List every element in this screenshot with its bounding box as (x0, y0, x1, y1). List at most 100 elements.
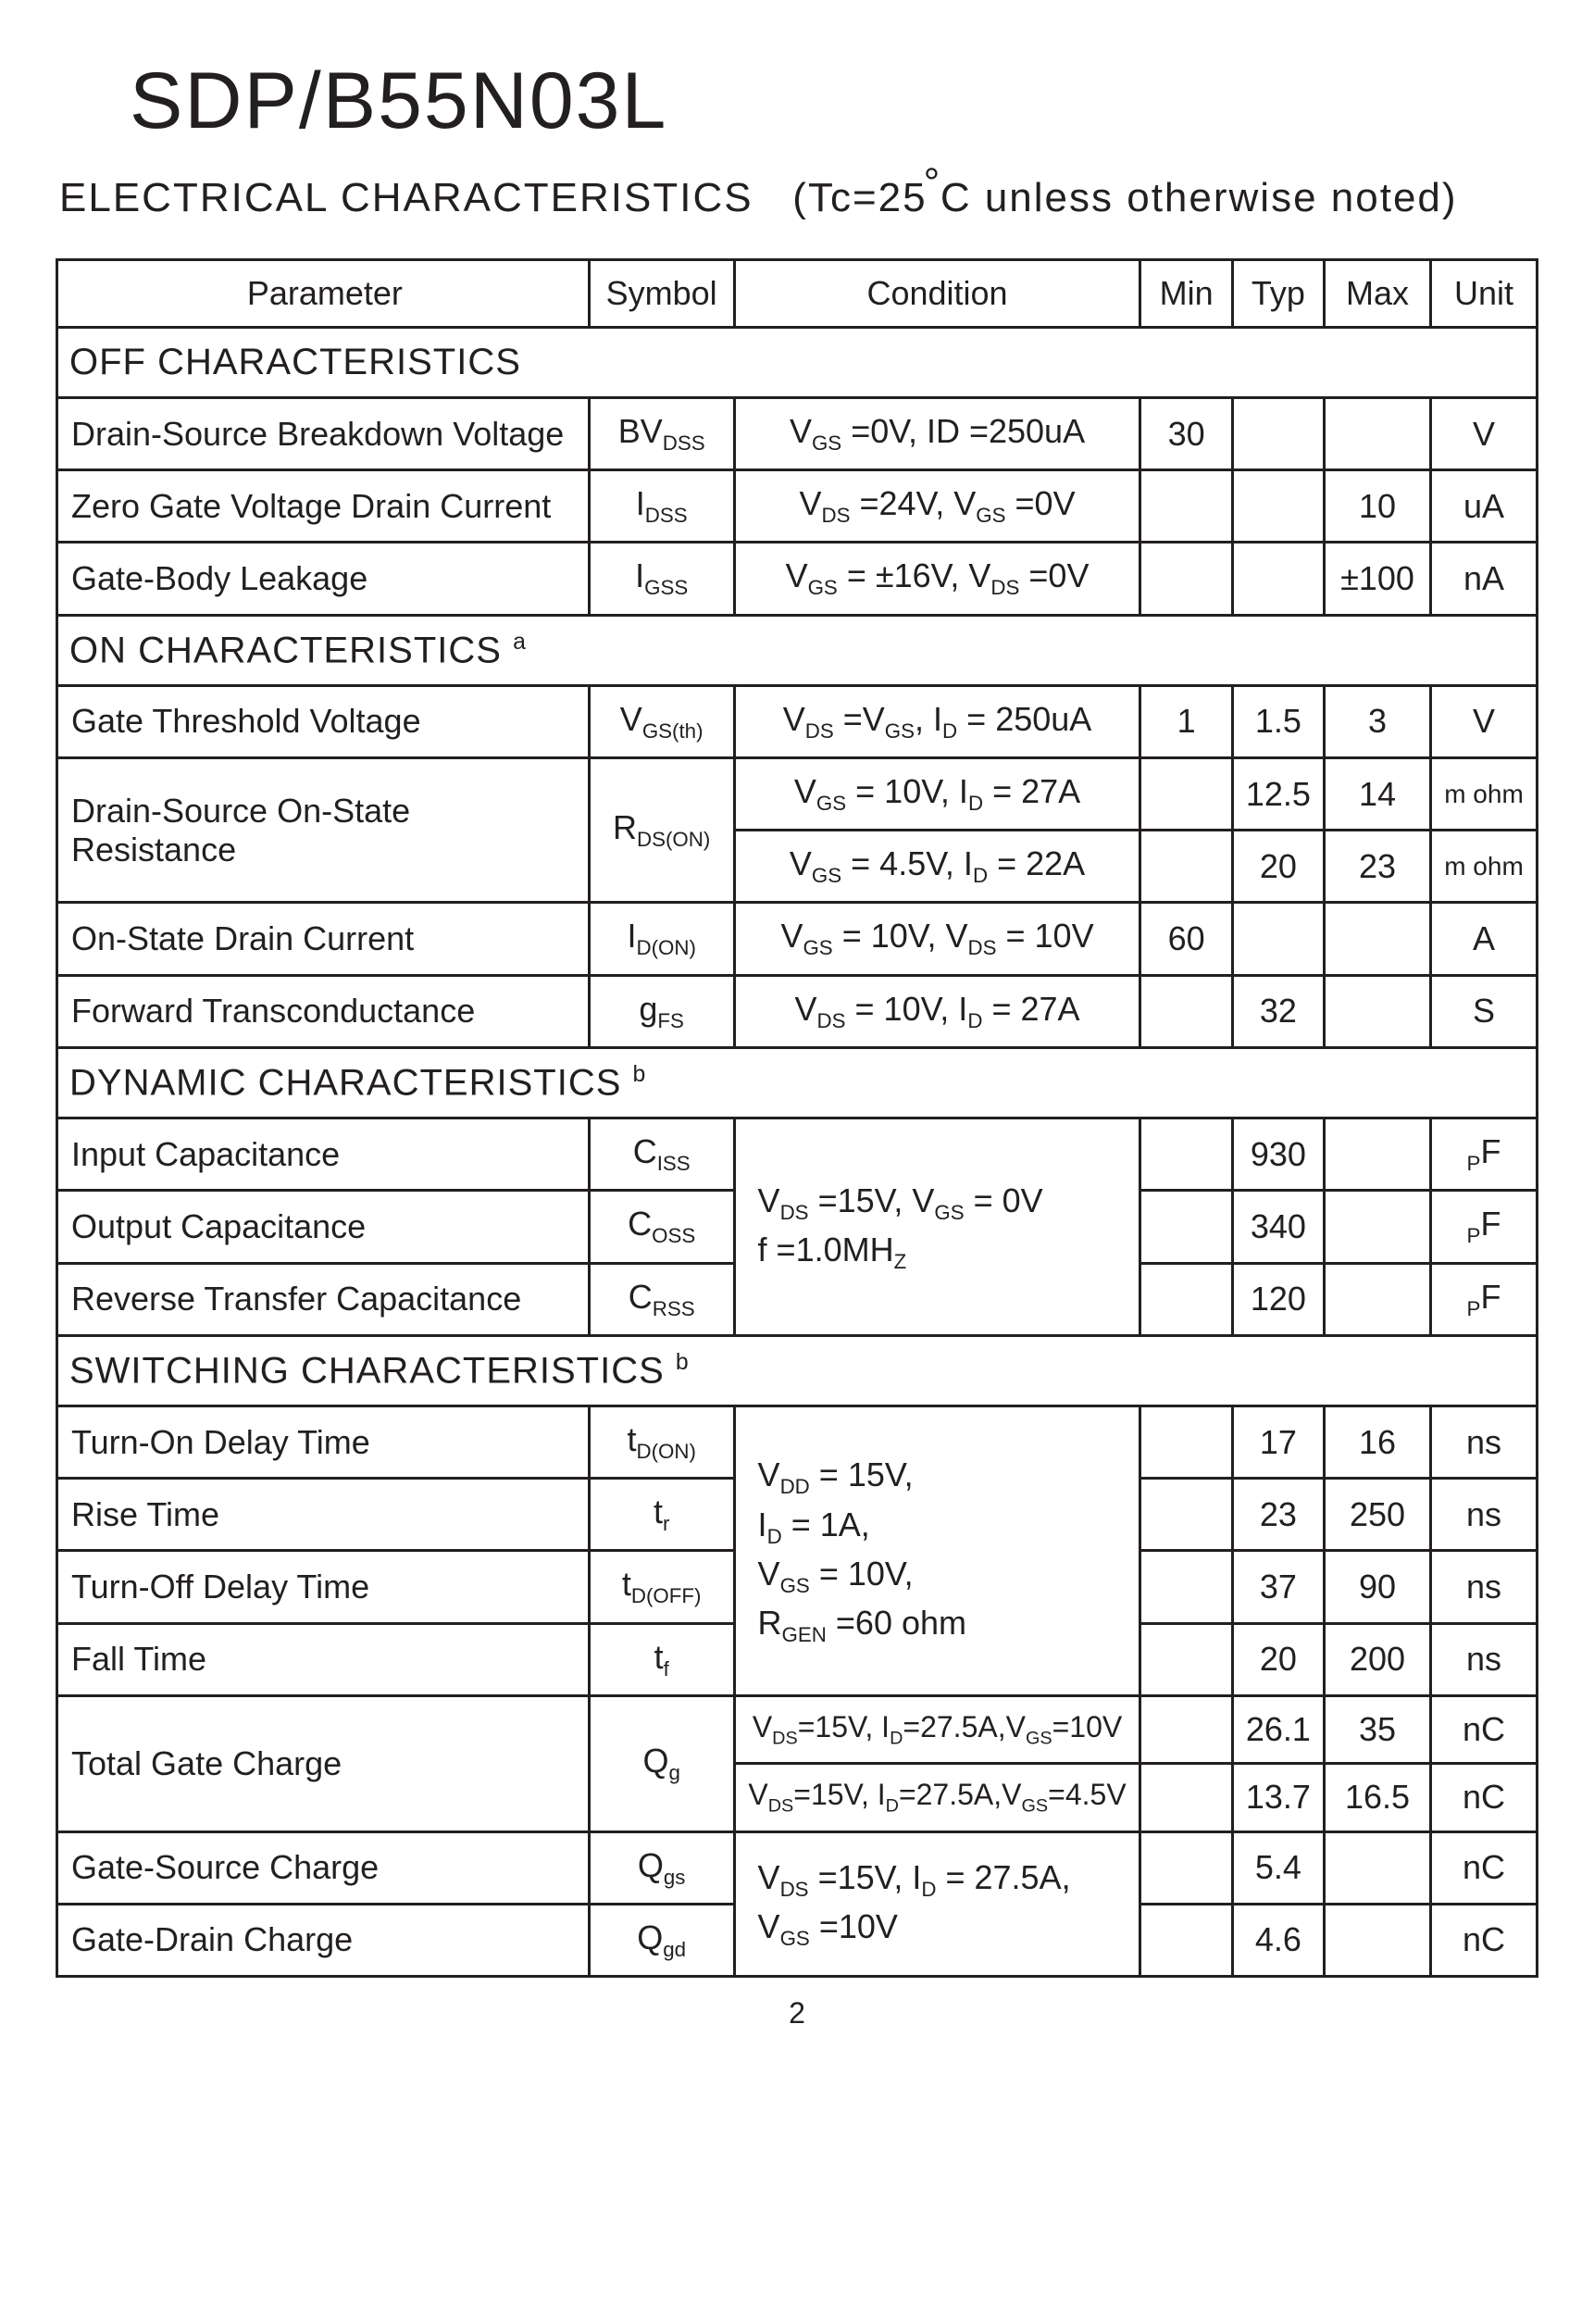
cell-max: ±100 (1325, 543, 1431, 615)
cell-symbol: ID(ON) (589, 903, 734, 975)
cell-param: Turn-On Delay Time (57, 1406, 590, 1479)
cell-min (1140, 975, 1232, 1047)
cell-min (1140, 1406, 1232, 1479)
th-parameter: Parameter (57, 260, 590, 328)
cell-max: 10 (1325, 470, 1431, 543)
cell-typ: 12.5 (1232, 758, 1324, 831)
cell-max: 35 (1325, 1695, 1431, 1763)
cell-max: 14 (1325, 758, 1431, 831)
cell-unit: ns (1431, 1551, 1538, 1623)
cell-typ: 23 (1232, 1479, 1324, 1551)
th-min: Min (1140, 260, 1232, 328)
cell-unit: PF (1431, 1118, 1538, 1191)
cell-unit: PF (1431, 1263, 1538, 1335)
section-on: ON CHARACTERISTICS a (57, 615, 1538, 685)
cell-min: 30 (1140, 398, 1232, 470)
cell-symbol: IGSS (589, 543, 734, 615)
cell-max: 16.5 (1325, 1764, 1431, 1831)
cell-max (1325, 903, 1431, 975)
cell-min (1140, 1623, 1232, 1695)
cell-symbol: gFS (589, 975, 734, 1047)
table-row: Gate Threshold Voltage VGS(th) VDS =VGS,… (57, 685, 1538, 757)
section-sw: SWITCHING CHARACTERISTICS b (57, 1335, 1538, 1406)
cell-typ: 4.6 (1232, 1904, 1324, 1976)
cell-min (1140, 1904, 1232, 1976)
cell-cond: VDD = 15V,ID = 1A,VGS = 10V,RGEN =60 ohm (734, 1406, 1140, 1696)
cell-unit: A (1431, 903, 1538, 975)
cell-min: 60 (1140, 903, 1232, 975)
cell-typ (1232, 470, 1324, 543)
cell-max (1325, 1191, 1431, 1263)
cell-max: 90 (1325, 1551, 1431, 1623)
cell-max (1325, 398, 1431, 470)
cell-param: Total Gate Charge (57, 1695, 590, 1831)
section-dyn: DYNAMIC CHARACTERISTICS b (57, 1047, 1538, 1118)
subtitle-cond: (Tc=25 (792, 175, 927, 220)
section-off-label: OFF CHARACTERISTICS (57, 328, 1538, 398)
cell-param: Reverse Transfer Capacitance (57, 1263, 590, 1335)
page-title: SDP/B55N03L (130, 56, 1538, 147)
cell-max: 23 (1325, 831, 1431, 903)
cell-symbol: RDS(ON) (589, 758, 734, 903)
cell-typ: 37 (1232, 1551, 1324, 1623)
cell-param: Gate-Body Leakage (57, 543, 590, 615)
cell-param: Rise Time (57, 1479, 590, 1551)
cell-unit: V (1431, 685, 1538, 757)
cell-symbol: Qgs (589, 1831, 734, 1904)
section-sw-label: SWITCHING CHARACTERISTICS b (57, 1335, 1538, 1406)
cell-max (1325, 1263, 1431, 1335)
table-row: Drain-Source On-State Resistance RDS(ON)… (57, 758, 1538, 831)
table-header-row: Parameter Symbol Condition Min Typ Max U… (57, 260, 1538, 328)
cell-min (1140, 543, 1232, 615)
table-row: On-State Drain Current ID(ON) VGS = 10V,… (57, 903, 1538, 975)
cell-symbol: tD(ON) (589, 1406, 734, 1479)
subtitle-prefix: ELECTRICAL CHARACTERISTICS (59, 175, 753, 220)
th-condition: Condition (734, 260, 1140, 328)
cell-unit: nC (1431, 1831, 1538, 1904)
th-typ: Typ (1232, 260, 1324, 328)
cell-max (1325, 975, 1431, 1047)
cell-symbol: CRSS (589, 1263, 734, 1335)
cell-min (1140, 831, 1232, 903)
cell-unit: PF (1431, 1191, 1538, 1263)
cell-cond: VDS =24V, VGS =0V (734, 470, 1140, 543)
cell-symbol: CISS (589, 1118, 734, 1191)
cell-max: 200 (1325, 1623, 1431, 1695)
cell-min: 1 (1140, 685, 1232, 757)
cell-min (1140, 1764, 1232, 1831)
cell-typ: 340 (1232, 1191, 1324, 1263)
cell-unit: m ohm (1431, 831, 1538, 903)
cell-symbol: VGS(th) (589, 685, 734, 757)
section-on-text: ON CHARACTERISTICS (69, 630, 502, 670)
cell-min (1140, 1118, 1232, 1191)
cell-max (1325, 1118, 1431, 1191)
cell-typ: 5.4 (1232, 1831, 1324, 1904)
cell-min (1140, 1551, 1232, 1623)
cell-cond: VDS = 10V, ID = 27A (734, 975, 1140, 1047)
cell-typ: 1.5 (1232, 685, 1324, 757)
table-row: Total Gate Charge Qg VDS=15V, ID=27.5A,V… (57, 1695, 1538, 1763)
cell-symbol: BVDSS (589, 398, 734, 470)
table-row: Forward Transconductance gFS VDS = 10V, … (57, 975, 1538, 1047)
cell-max: 16 (1325, 1406, 1431, 1479)
cell-unit: nC (1431, 1695, 1538, 1763)
section-sw-text: SWITCHING CHARACTERISTICS (69, 1350, 665, 1391)
cell-typ: 17 (1232, 1406, 1324, 1479)
cell-unit: uA (1431, 470, 1538, 543)
table-row: Drain-Source Breakdown Voltage BVDSS VGS… (57, 398, 1538, 470)
cell-symbol: Qg (589, 1695, 734, 1831)
cell-param: Input Capacitance (57, 1118, 590, 1191)
cell-typ: 20 (1232, 831, 1324, 903)
section-heading: ELECTRICAL CHARACTERISTICS (Tc=25 C unle… (59, 175, 1538, 221)
cell-min (1140, 758, 1232, 831)
cell-typ (1232, 543, 1324, 615)
cell-unit: nA (1431, 543, 1538, 615)
cell-unit: m ohm (1431, 758, 1538, 831)
cell-param: Drain-Source On-State Resistance (57, 758, 590, 903)
th-max: Max (1325, 260, 1431, 328)
cell-min (1140, 470, 1232, 543)
cell-max (1325, 1831, 1431, 1904)
cell-param: Fall Time (57, 1623, 590, 1695)
table-row: Input Capacitance CISS VDS =15V, VGS = 0… (57, 1118, 1538, 1191)
cell-max: 3 (1325, 685, 1431, 757)
